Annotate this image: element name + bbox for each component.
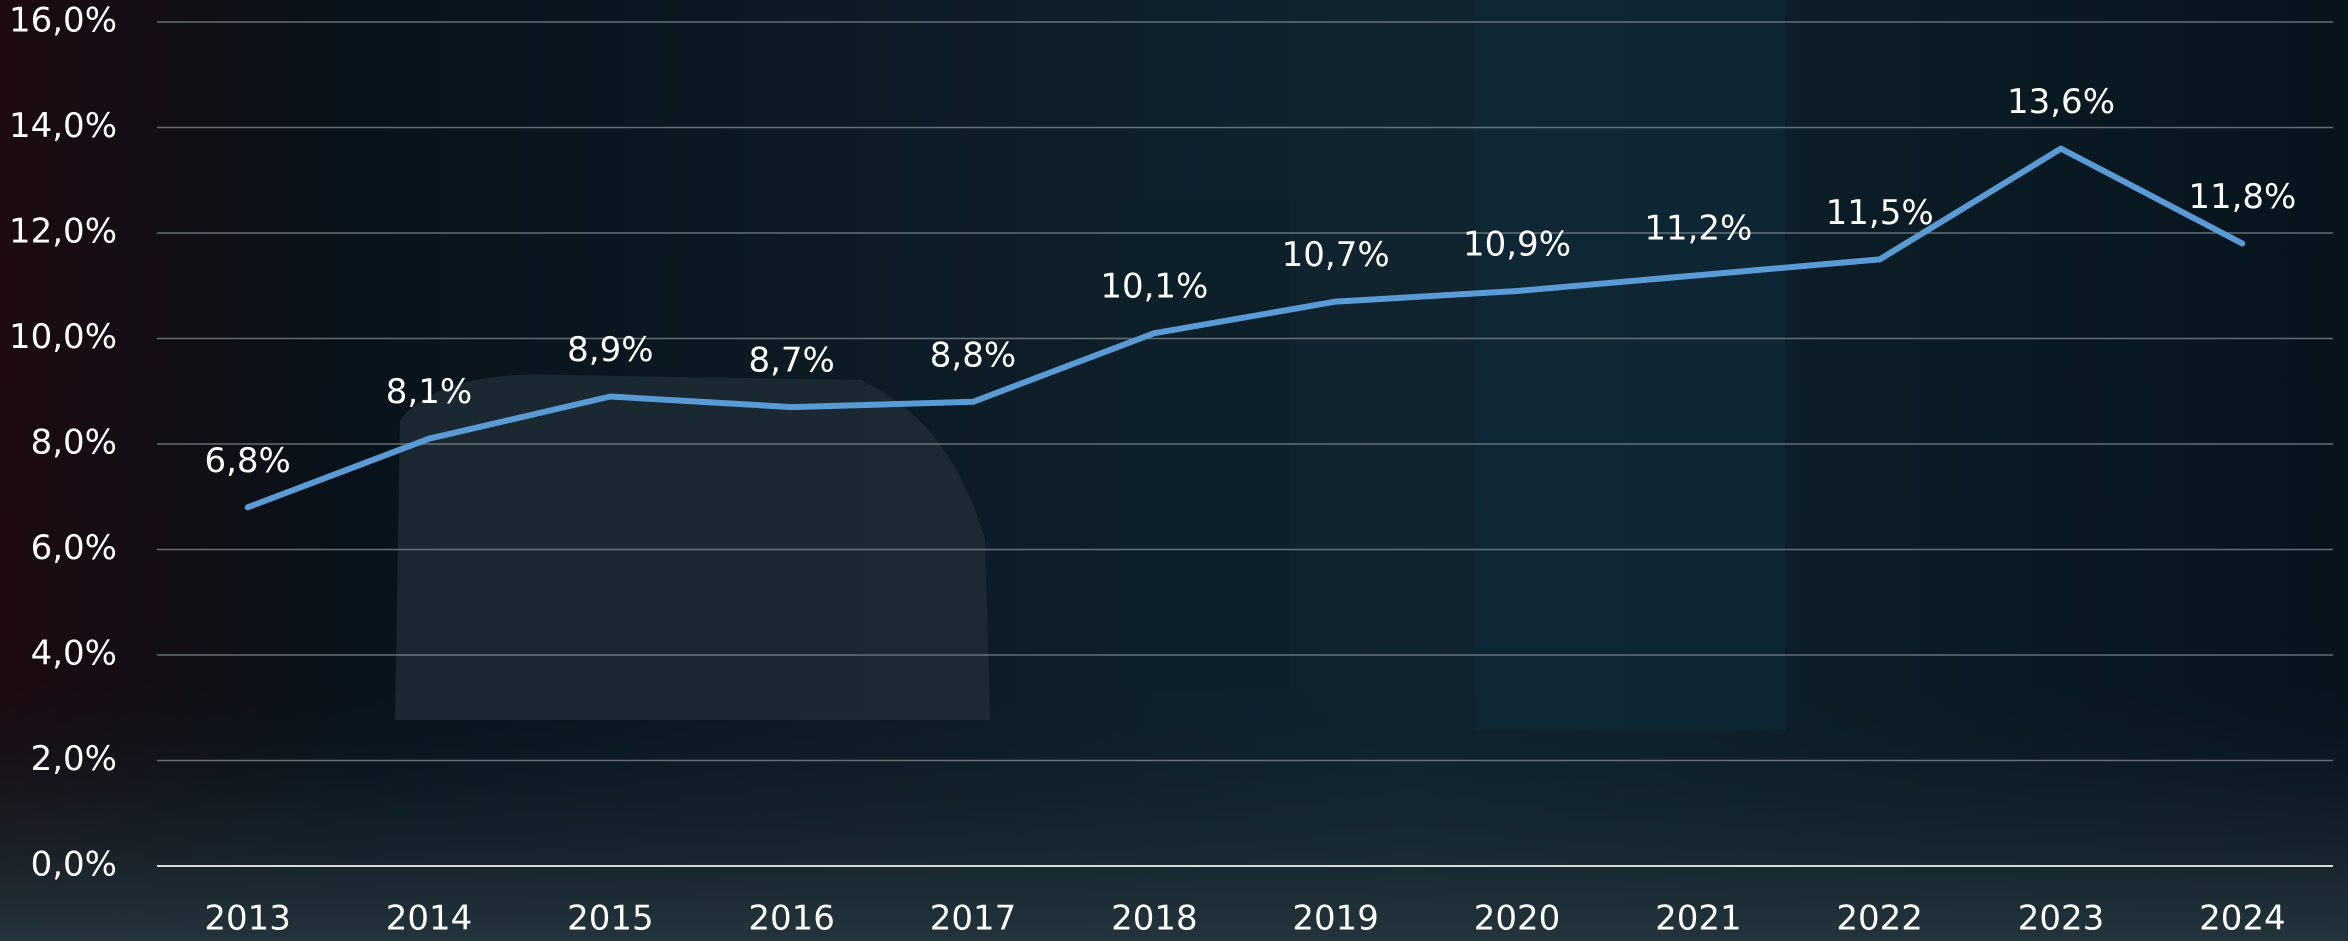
page: 6,8% 8,1% 8,9% 8,7% 8,8% 10,1% 10,7% 10,9% 11,2%… — [0, 0, 2348, 941]
data-label: 8,7% — [748, 341, 834, 381]
x-tick-label: 2023 — [2018, 899, 2105, 939]
y-tick-label: 4,0% — [31, 634, 117, 674]
data-label: 13,6% — [2007, 82, 2115, 122]
x-tick-label: 2015 — [567, 899, 654, 939]
y-tick-label: 8,0% — [31, 423, 117, 463]
x-tick-label: 2019 — [1292, 899, 1379, 939]
x-tick-label: 2017 — [930, 899, 1017, 939]
data-label: 6,8% — [204, 441, 290, 481]
x-tick-label: 2014 — [386, 899, 473, 939]
x-tick-label: 2020 — [1474, 899, 1561, 939]
x-tick-label: 2022 — [1836, 899, 1923, 939]
x-tick-label: 2024 — [2199, 899, 2286, 939]
y-tick-label: 10,0% — [9, 317, 117, 357]
data-label: 11,8% — [2188, 177, 2296, 217]
y-tick-label: 0,0% — [31, 845, 117, 885]
y-tick-label: 6,0% — [31, 528, 117, 568]
chart: 6,8% 8,1% 8,9% 8,7% 8,8% 10,1% 10,7% 10,9% 11,2%… — [0, 0, 2348, 941]
data-label: 10,7% — [1282, 235, 1390, 275]
y-tick-label: 16,0% — [9, 1, 117, 41]
data-label: 11,5% — [1826, 193, 1934, 233]
y-tick-label: 14,0% — [9, 106, 117, 146]
pillar — [1475, 0, 1785, 730]
data-label: 10,9% — [1463, 225, 1571, 265]
x-tick-label: 2021 — [1655, 899, 1742, 939]
data-label: 10,1% — [1100, 267, 1208, 307]
data-label: 8,8% — [930, 335, 1016, 375]
y-tick-label: 2,0% — [31, 739, 117, 779]
x-tick-label: 2013 — [204, 899, 291, 939]
x-tick-label: 2016 — [748, 899, 835, 939]
x-tick-label: 2018 — [1111, 899, 1198, 939]
data-label: 8,9% — [567, 330, 653, 370]
data-label: 8,1% — [386, 372, 472, 412]
y-tick-label: 12,0% — [9, 212, 117, 252]
data-label: 11,2% — [1644, 209, 1752, 249]
